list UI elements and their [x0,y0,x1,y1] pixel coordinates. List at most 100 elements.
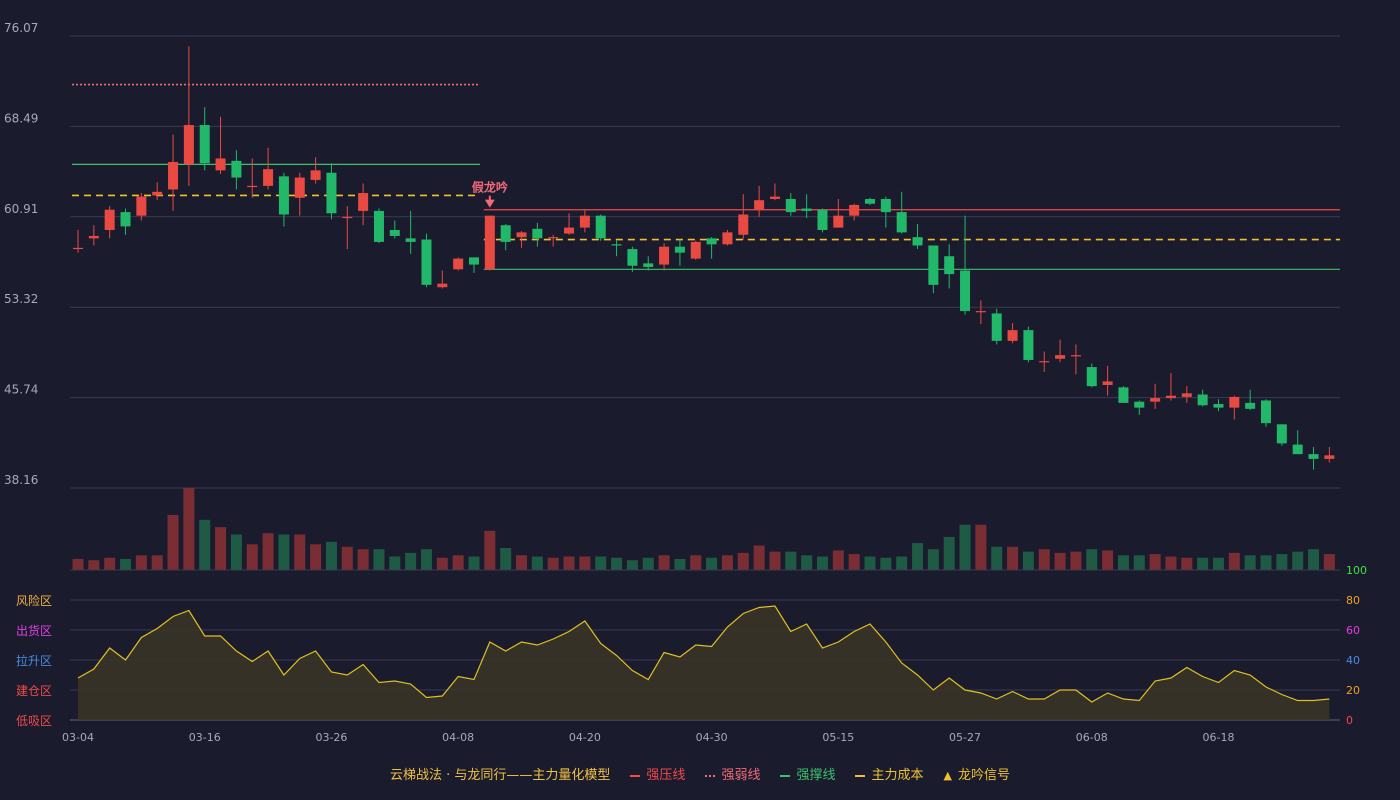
legend-label: 强弱线 [721,768,761,783]
candle [611,240,622,257]
candle [437,270,448,289]
legend-item: 云梯战法 · 与龙同行——主力量化模型 [390,764,610,783]
candle-body [484,215,495,270]
volume-bar [310,544,322,570]
candle [738,194,749,240]
candle-body [1055,355,1066,359]
candle-body [1118,387,1129,403]
candle [849,203,860,221]
candle [769,183,780,201]
volume-bar [120,558,132,570]
candle [1181,386,1192,403]
candle-body [342,216,353,219]
candle-body [833,215,844,228]
annotation-label: 假龙吟 [472,180,508,195]
candle-body [199,125,210,164]
candle-body [896,212,907,233]
legend-label: 云梯战法 · 与龙同行——主力量化模型 [390,768,611,783]
volume-bar [801,555,813,570]
candle-body [136,196,147,216]
volume-bar [531,556,543,570]
candle [1039,351,1050,372]
volume-bar [373,549,385,570]
candle [1261,399,1271,427]
volume-bar [262,533,274,570]
candle-body [1070,355,1081,357]
volume-bar [896,556,908,570]
candle [168,134,179,211]
candle [975,300,986,325]
candle [690,240,701,260]
candle-body [453,258,464,270]
candle-body [722,232,733,245]
volume-bar [1323,554,1335,570]
volume-bar [215,527,227,570]
volume-bar [880,557,892,570]
candle-body [611,244,622,246]
candle-body [168,162,179,190]
volume-bar [1181,557,1193,570]
candle [722,229,733,246]
candlestick-series [73,46,1335,470]
volume-bar [104,557,116,570]
candle-body [247,185,258,188]
candle [1324,446,1335,463]
candle [548,234,559,247]
zone-label: 低吸区 [16,714,52,728]
date-tick-label: 05-15 [822,731,854,744]
signal-annotation: 假龙吟 [472,180,508,208]
volume-bar [405,552,417,570]
candle-body [532,228,543,239]
candle-body [579,215,590,228]
volume-bar [484,530,496,570]
candle-body [564,227,575,234]
volume-bar [1007,546,1019,570]
zone-label: 出货区 [16,623,52,638]
candle-body [1245,402,1256,409]
chart-legend: 云梯战法 · 与龙同行——主力量化模型 强压线 强弱线 强撑线 主力成本 ▲ 龙吟信号 [0,764,1400,783]
volume-bar [1244,555,1256,570]
candle-body [231,160,242,178]
candle [136,193,147,221]
candle [532,222,543,247]
candle-body [294,177,305,198]
candle-body [215,158,226,171]
legend-label: 主力成本 [871,768,924,783]
oscillator-tick-label: 100 [1346,564,1367,577]
candle [484,215,495,271]
candle-body [643,263,654,267]
candle [833,198,844,228]
volume-bar [151,555,163,570]
volume-bar [452,555,464,570]
candle [912,224,923,250]
volume-bar [690,555,702,570]
candle [421,233,432,288]
oscillator-tick-label: 60 [1346,624,1360,637]
candle-body [960,270,971,312]
candle [1308,446,1319,470]
candle-body [1261,400,1271,424]
legend-item: 强压线 [630,764,685,783]
candle [326,163,337,220]
legend-swatch: ▲ [943,769,952,782]
volume-bar [927,549,939,570]
volume-bar [642,557,654,570]
volume-bar [1022,551,1034,570]
oscillator-tick-label: 40 [1346,654,1360,667]
candle [88,225,99,246]
candle [516,231,527,248]
candle [579,209,590,233]
candle-body [912,237,923,246]
volume-bar [1102,550,1114,570]
candle [1245,389,1256,411]
volume-bar [389,556,401,570]
volume-bar [864,556,876,570]
candle-body [817,209,828,230]
candle [342,206,353,250]
candle [500,224,511,251]
candle [199,107,210,171]
date-tick-label: 04-30 [696,731,728,744]
volume-bar [1038,549,1050,570]
volume-bar [785,551,797,570]
candle [1292,430,1303,455]
